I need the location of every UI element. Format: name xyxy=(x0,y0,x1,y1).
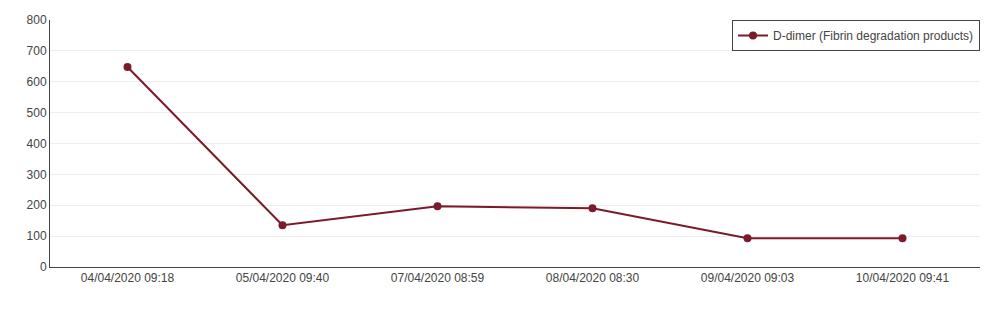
svg-text:D-dimer (Fibrin degradation pr: D-dimer (Fibrin degradation products) xyxy=(773,29,973,43)
svg-text:04/04/2020 09:18: 04/04/2020 09:18 xyxy=(81,271,175,285)
svg-text:05/04/2020 09:40: 05/04/2020 09:40 xyxy=(236,271,330,285)
svg-text:10/04/2020 09:41: 10/04/2020 09:41 xyxy=(856,271,950,285)
svg-text:100: 100 xyxy=(27,229,47,243)
svg-text:400: 400 xyxy=(27,137,47,151)
svg-text:08/04/2020 08:30: 08/04/2020 08:30 xyxy=(546,271,640,285)
svg-text:700: 700 xyxy=(27,44,47,58)
svg-text:200: 200 xyxy=(27,198,47,212)
svg-text:0: 0 xyxy=(40,260,47,274)
svg-text:800: 800 xyxy=(27,13,47,27)
svg-text:300: 300 xyxy=(27,168,47,182)
svg-text:07/04/2020 08:59: 07/04/2020 08:59 xyxy=(391,271,485,285)
svg-text:09/04/2020 09:03: 09/04/2020 09:03 xyxy=(701,271,795,285)
svg-text:500: 500 xyxy=(27,106,47,120)
svg-text:600: 600 xyxy=(27,75,47,89)
